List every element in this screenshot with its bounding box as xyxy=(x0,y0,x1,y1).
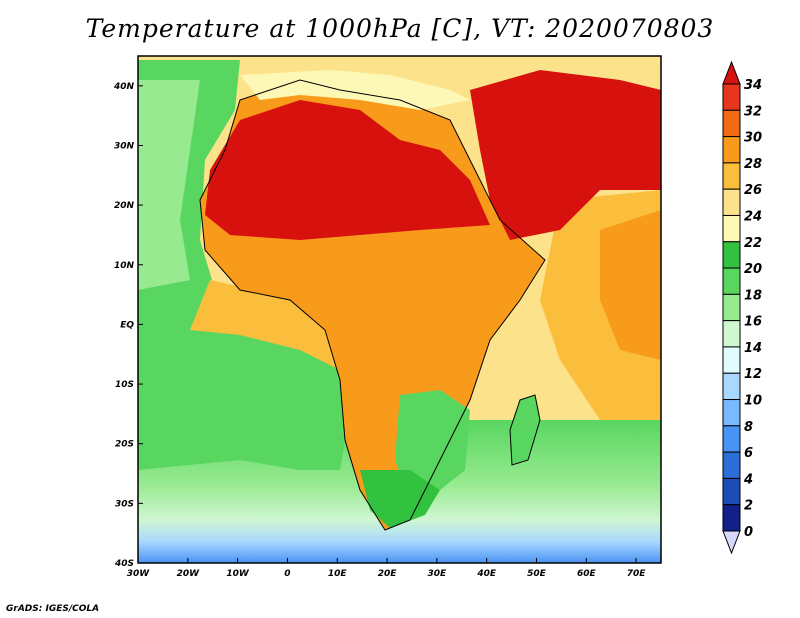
colorbar-band xyxy=(722,477,741,506)
colorbar-band xyxy=(722,214,741,243)
longitude-axis: 30W 20W 10W 0 10E 20E 30E 40E 50E 60E 70E xyxy=(127,558,647,579)
colorbar-band xyxy=(722,136,741,164)
lon-tick-label: 60E xyxy=(577,569,597,579)
colorbar-label: 2 xyxy=(744,499,753,514)
colorbar-band xyxy=(722,372,741,401)
colorbar-band xyxy=(722,188,741,216)
colorbar-band xyxy=(722,399,741,427)
lon-tick-label: 10W xyxy=(226,569,250,579)
colorbar-label: 10 xyxy=(744,394,762,409)
lon-tick-label: 0 xyxy=(284,569,290,579)
lat-tick-label: EQ xyxy=(120,320,134,330)
colorbar-label: 28 xyxy=(744,157,762,172)
colorbar-band xyxy=(722,346,741,374)
colorbar-label: 20 xyxy=(744,262,762,277)
map-field xyxy=(138,56,661,563)
colorbar-label: 34 xyxy=(744,78,762,93)
colorbar-label: 8 xyxy=(744,420,753,435)
colorbar-band xyxy=(722,425,741,453)
colorbar-label: 14 xyxy=(744,341,762,356)
south-africa-green-field xyxy=(360,470,440,528)
lon-tick-label: 20W xyxy=(177,569,201,579)
mediterranean-field xyxy=(240,70,470,110)
lat-tick-label: 20N xyxy=(114,201,135,211)
arabian-sea-orange-field xyxy=(600,210,661,360)
lat-tick-label: 30N xyxy=(114,141,135,151)
colorbar-band xyxy=(722,293,741,322)
colorbar-label: 32 xyxy=(744,104,762,119)
colorbar-label: 26 xyxy=(744,183,762,198)
colorbar-label: 4 xyxy=(743,472,753,487)
lon-tick-label: 20E xyxy=(378,569,398,579)
lon-tick-label: 10E xyxy=(328,569,348,579)
arabia-hot-field xyxy=(470,70,661,240)
colorbar-label: 16 xyxy=(744,315,762,330)
map-title: Temperature at 1000hPa [C], VT: 20200708… xyxy=(85,14,715,43)
sahara-hot-field xyxy=(205,100,490,240)
coastline xyxy=(199,79,546,531)
atlantic-light-green-field xyxy=(138,80,200,290)
atlantic-green-field xyxy=(138,60,345,470)
lon-tick-label: 70E xyxy=(627,569,647,579)
colorbar-top-arrow xyxy=(722,60,741,85)
lat-tick-label: 10N xyxy=(114,261,135,271)
colorbar-band xyxy=(722,504,741,532)
colorbar-label: 6 xyxy=(744,446,753,461)
colorbar-band xyxy=(722,109,741,138)
colorbar-label: 24 xyxy=(744,209,762,224)
lat-tick-label: 30S xyxy=(115,499,134,509)
madagascar-land xyxy=(510,395,540,465)
colorbar-band xyxy=(722,267,741,295)
lat-tick-label: 40N xyxy=(113,82,135,92)
lon-tick-label: 30E xyxy=(428,569,448,579)
lat-tick-label: 10S xyxy=(115,380,134,390)
colorbar-label: 22 xyxy=(744,236,762,251)
colorbar-band xyxy=(722,320,741,348)
lon-tick-label: 40E xyxy=(476,569,497,579)
colorbar-band xyxy=(722,241,741,269)
map-frame xyxy=(137,55,662,564)
lon-tick-label: 50E xyxy=(527,569,547,579)
colorbar-label: 12 xyxy=(744,367,762,382)
colorbar-band xyxy=(722,83,741,111)
lat-tick-label: 20S xyxy=(115,440,134,450)
colorbar-label: 30 xyxy=(744,131,762,146)
colorbar-band xyxy=(722,451,741,479)
lat-tick-label: 40S xyxy=(114,559,134,569)
colorbar-band xyxy=(722,162,741,190)
colorbar-label: 0 xyxy=(744,525,753,540)
colorbar-bottom-arrow xyxy=(722,530,741,555)
lon-tick-label: 30W xyxy=(127,569,151,579)
credit-label: GrADS: IGES/COLA xyxy=(6,604,100,614)
colorbar-label: 18 xyxy=(744,288,762,303)
latitude-axis: 40N 30N 20N 10N EQ 10S 20S 30S 40S xyxy=(113,82,143,569)
